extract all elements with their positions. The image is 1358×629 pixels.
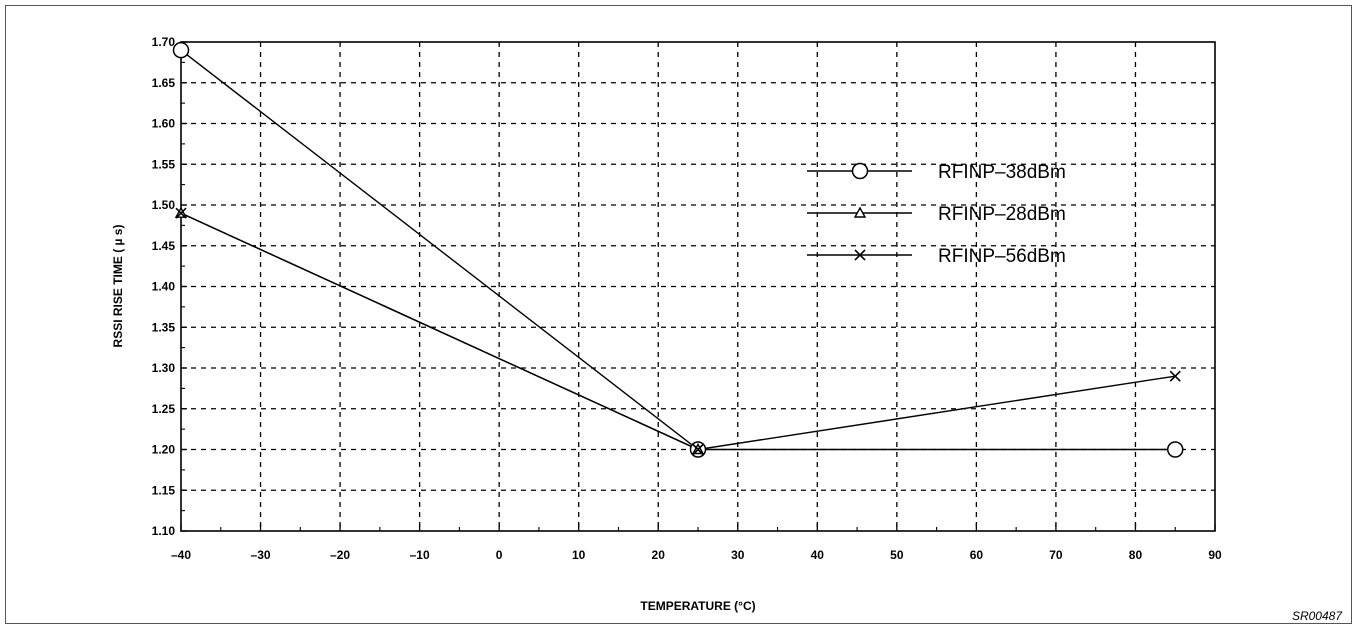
x-tick-label: –10 xyxy=(410,548,430,562)
x-tick-label: –40 xyxy=(171,548,191,562)
y-tick-label: 1.60 xyxy=(152,117,176,131)
data-point-circle xyxy=(1166,441,1184,458)
x-tick-label: 60 xyxy=(970,548,984,562)
x-tick-label: 0 xyxy=(496,548,503,562)
data-point-x xyxy=(692,443,704,456)
axis-ticks xyxy=(180,41,1216,532)
figure-id: SR00487 xyxy=(1292,609,1343,623)
series xyxy=(172,41,1184,458)
grid xyxy=(181,42,1215,531)
x-tick-label: 50 xyxy=(890,548,904,562)
legend-marker-triangle xyxy=(853,206,867,218)
data-point-x xyxy=(175,207,187,219)
y-tick-label: 1.40 xyxy=(152,280,176,294)
x-tick-label: 10 xyxy=(572,548,586,562)
legend-entry: RFINP–38dBm xyxy=(807,162,1066,183)
legend-label: RFINP–56dBm xyxy=(938,246,1066,267)
y-tick-label: 1.30 xyxy=(152,361,176,375)
y-tick-label: 1.15 xyxy=(152,483,176,497)
legend-marker-x xyxy=(854,249,866,261)
y-tick-label: 1.55 xyxy=(152,157,176,171)
x-tick-label: 70 xyxy=(1049,548,1063,562)
y-tick-label: 1.20 xyxy=(152,443,176,457)
y-axis-label: RSSI RISE TIME ( µ s) xyxy=(111,225,125,348)
legend-marker-circle xyxy=(851,162,869,180)
legend-label: RFINP–28dBm xyxy=(938,204,1066,225)
legend-entry: RFINP–56dBm xyxy=(807,246,1066,267)
y-tick-label: 1.65 xyxy=(152,76,176,90)
y-tick-label: 1.25 xyxy=(152,402,176,416)
y-tick-label: 1.35 xyxy=(152,320,176,334)
x-tick-label: –30 xyxy=(251,548,271,562)
legend: RFINP–38dBm RFINP–28dBm RFINP–56dBm xyxy=(807,162,1066,267)
y-axis-tick-labels: 1.70 1.65 1.60 1.55 1.50 1.45 1.40 1.35 1.30 1.25… xyxy=(152,35,176,538)
y-tick-label: 1.70 xyxy=(152,35,176,49)
data-point-circle xyxy=(172,41,190,59)
x-tick-label: 80 xyxy=(1129,548,1143,562)
x-tick-label: 40 xyxy=(811,548,825,562)
y-tick-label: 1.10 xyxy=(152,524,176,538)
figure-frame xyxy=(5,5,1352,624)
x-tick-label: 30 xyxy=(731,548,745,562)
x-tick-label: 90 xyxy=(1208,548,1222,562)
y-tick-label: 1.50 xyxy=(152,198,176,212)
x-tick-label: –20 xyxy=(330,548,350,562)
data-point-x xyxy=(1169,370,1181,382)
x-axis-tick-labels: –40 –30 –20 –10 0 10 20 30 40 50 60 70 80 90 xyxy=(171,548,1222,562)
legend-label: RFINP–38dBm xyxy=(938,162,1066,183)
x-tick-label: 20 xyxy=(652,548,666,562)
x-axis-label: TEMPERATURE (°C) xyxy=(640,599,755,613)
legend-entry: RFINP–28dBm xyxy=(807,204,1066,225)
y-tick-label: 1.45 xyxy=(152,239,176,253)
